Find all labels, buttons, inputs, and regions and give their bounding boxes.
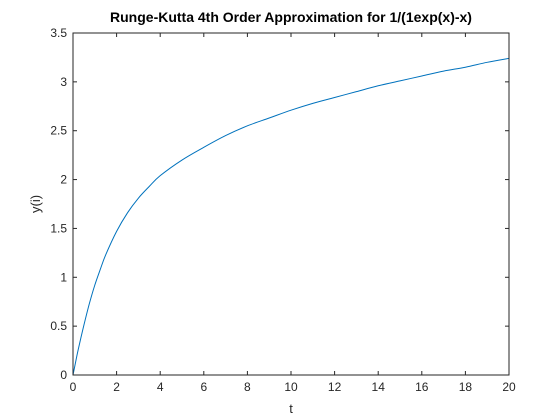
y-tick-label: 2	[60, 173, 67, 187]
ticks-layer: 0 2 4 6 8 10 12 14 16 18 20 0 0.5 1 1.5 2 2.5 3 3.5	[50, 26, 516, 394]
y-tick-label: 1	[60, 270, 67, 284]
chart-title: Runge-Kutta 4th Order Approximation for …	[110, 9, 472, 25]
x-tick-label: 12	[328, 380, 342, 394]
plot-area	[73, 33, 509, 375]
y-tick-label: 0.5	[50, 319, 67, 333]
x-tick-label: 0	[70, 380, 77, 394]
series-line	[72, 57, 510, 376]
y-tick-label: 0	[60, 368, 67, 382]
x-tick-label: 14	[372, 380, 386, 394]
x-tick-label: 10	[284, 380, 298, 394]
series-layer	[72, 57, 510, 376]
x-tick-label: 20	[502, 380, 516, 394]
y-tick-label: 3.5	[50, 26, 67, 40]
x-tick-label: 2	[113, 380, 120, 394]
y-axis-label: y(i)	[28, 195, 43, 213]
x-tick-label: 8	[244, 380, 251, 394]
y-tick-label: 1.5	[50, 221, 67, 235]
y-tick-label: 3	[60, 75, 67, 89]
plot-frame	[72, 32, 510, 376]
x-tick-label: 18	[459, 380, 473, 394]
x-tick-label: 16	[415, 380, 429, 394]
y-tick-label: 2.5	[50, 124, 67, 138]
x-axis-label: t	[289, 401, 293, 416]
x-tick-label: 4	[157, 380, 164, 394]
x-tick-label: 6	[200, 380, 207, 394]
